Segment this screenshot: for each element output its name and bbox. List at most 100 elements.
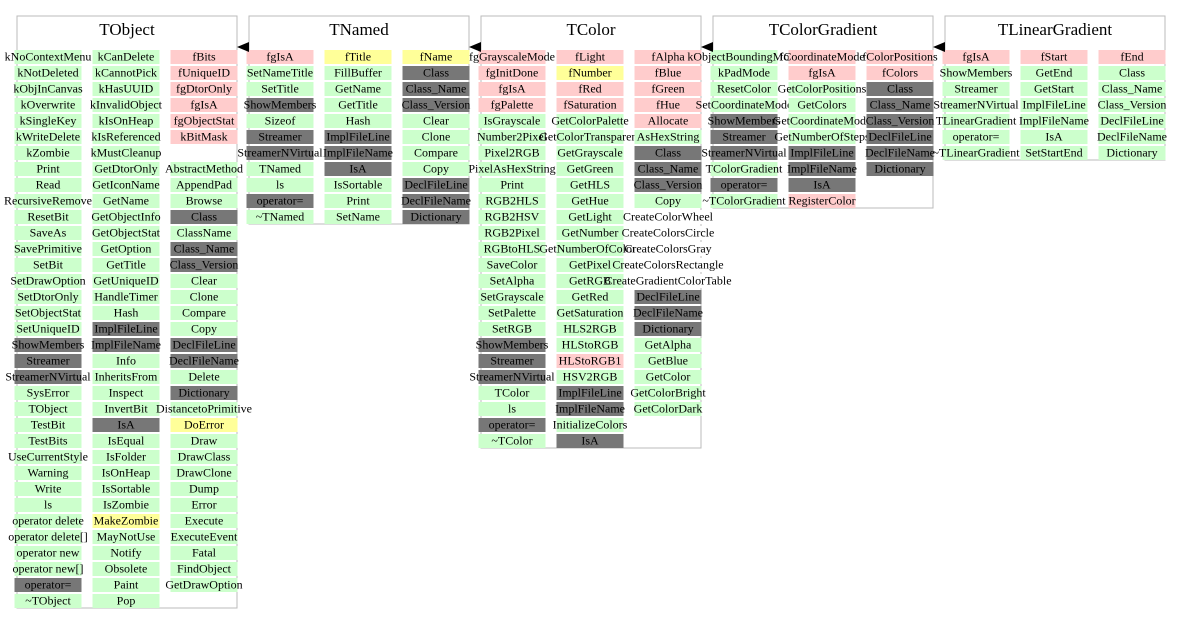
class-title: TObject [99,20,155,39]
member-cell [92,370,160,384]
member-cell [942,146,1010,160]
member-cell [556,130,624,144]
member-cell [556,338,624,352]
member-label: Copy [191,321,217,335]
member-label: DeclFileName [169,353,239,367]
member-label: GetSaturation [557,305,624,319]
member-label: kZombie [26,145,69,159]
member-label: TestBit [31,417,66,431]
member-label: CreateColorsGray [624,241,711,255]
member-cell [92,450,160,464]
member-cell [478,258,546,272]
member-label: Clone [190,289,219,303]
member-label: kNotDeleted [17,65,78,79]
member-cell [170,178,238,192]
member-label: Info [116,353,136,367]
member-cell [324,98,392,112]
member-cell [478,114,546,128]
member-cell [14,162,82,176]
class-title: TLinearGradient [998,20,1112,39]
member-label: ImplFileLine [558,385,621,399]
member-label: operator delete[] [8,529,88,543]
member-cell [478,130,546,144]
member-label: fGreen [651,81,684,95]
member-cell [556,322,624,336]
member-cells: kNoContextMenu kNotDeleted kObjInCanvas kOv… [4,49,1167,608]
member-cell [170,98,238,112]
member-cell [478,162,546,176]
member-cell [14,498,82,512]
member-cell [942,114,1010,128]
member-label: kCannotPick [95,65,157,79]
member-cell [634,226,702,240]
member-cell [478,418,546,432]
member-label: HandleTimer [94,289,158,303]
member-cell [788,178,856,192]
member-cell [556,386,624,400]
member-cell [556,370,624,384]
member-cell [170,562,238,576]
member-label: fLight [575,49,606,63]
member-label: Draw [191,433,218,447]
member-label: Paint [114,577,139,591]
member-cell [14,466,82,480]
member-label: MakeZombie [94,513,159,527]
member-label: TColorGradient [706,161,783,175]
member-label: RecursiveRemove [4,193,92,207]
member-label: SetCoordinateMode [696,97,793,111]
member-cell [788,146,856,160]
member-cell [14,226,82,240]
member-label: GetDrawOption [165,577,242,591]
member-cell [402,66,470,80]
member-cell [402,162,470,176]
member-label: fgIsA [498,81,526,95]
member-label: InitializeColors [553,417,628,431]
member-cell [92,466,160,480]
member-label: DeclFileName [865,145,935,159]
member-label: PixelAsHexString [468,161,555,175]
member-label: MayNotUse [97,529,156,543]
member-cell [634,258,702,272]
member-label: Write [35,481,62,495]
member-label: GetColorTransparent [539,129,641,143]
member-cell [556,146,624,160]
member-label: SetObjectStat [15,305,82,319]
member-label: Class_Name [1102,81,1163,95]
member-cell [14,370,82,384]
member-cell [92,514,160,528]
member-label: ShowMembers [940,65,1013,79]
member-cell [402,194,470,208]
arrow [701,42,713,52]
member-label: StreamerNVirtual [237,145,323,159]
member-cell [246,82,314,96]
member-label: ResetColor [717,81,771,95]
member-cell [170,162,238,176]
member-cell [324,178,392,192]
member-label: SetGrayscale [480,289,543,303]
member-cell [1020,146,1088,160]
member-cell [478,98,546,112]
member-label: ~TLinearGradient [932,145,1020,159]
member-cell [324,114,392,128]
member-label: HLStoRGB [562,337,619,351]
member-label: StreamerNVirtual [933,97,1019,111]
member-cell [14,450,82,464]
member-label: ls [44,497,52,511]
member-cell [1020,98,1088,112]
member-cell [478,66,546,80]
member-cell [402,146,470,160]
member-cell [1098,82,1166,96]
member-label: GetNumberOfSteps [774,129,870,143]
member-cell [866,66,934,80]
member-cell [556,434,624,448]
member-cell [478,370,546,384]
member-cell [246,210,314,224]
member-label: Obsolete [105,561,148,575]
member-label: SetName [336,209,380,223]
member-cell [634,370,702,384]
member-label: SetDtorOnly [17,289,78,303]
member-label: GetHLS [570,177,610,191]
member-label: Class_Version [866,113,935,127]
member-label: fgIsA [808,65,836,79]
member-label: DoError [184,417,224,431]
